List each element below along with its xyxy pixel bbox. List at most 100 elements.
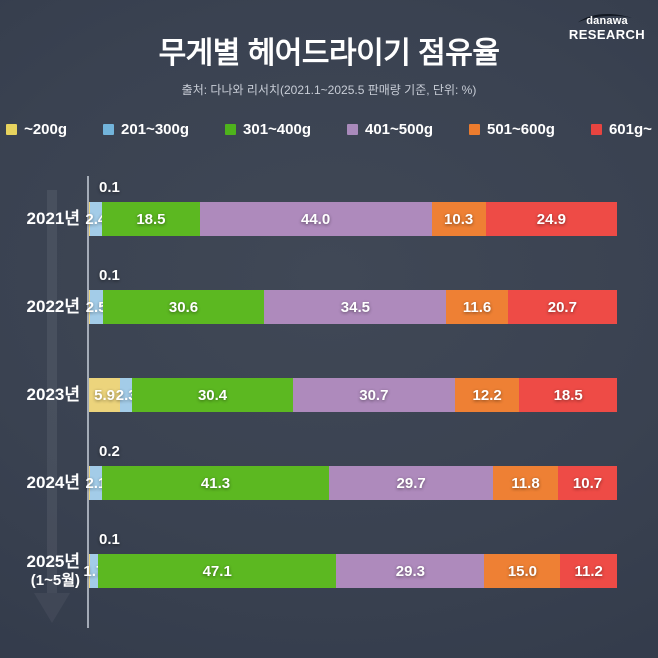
stacked-bar: 5.9 2.3 30.4 30.7 12.2 18.5 bbox=[89, 378, 618, 412]
category-year: 2023년 bbox=[26, 385, 80, 405]
segment-value-label: 30.4 bbox=[197, 386, 228, 404]
legend-item: 301~400g bbox=[225, 121, 311, 138]
category-label: 2022년 bbox=[0, 290, 80, 324]
y-axis-line bbox=[87, 176, 89, 628]
bar-segment: 2.1 bbox=[85, 466, 106, 500]
bar-segment: 5.9 bbox=[89, 378, 121, 412]
page-title: 무게별 헤어드라이기 점유율 bbox=[158, 37, 500, 70]
legend-item: 201~300g bbox=[103, 121, 189, 138]
category-period: (1~5월) bbox=[30, 572, 80, 590]
segment-value-label: 11.6 bbox=[462, 298, 492, 316]
segment-value-label: 29.7 bbox=[396, 474, 426, 492]
bar-segment: 2.4 bbox=[85, 202, 106, 236]
segment-value-label: 11.2 bbox=[574, 562, 603, 580]
category-label: 2021년 bbox=[0, 202, 80, 236]
bar-segment bbox=[89, 202, 90, 236]
legend-label: 301~400g bbox=[243, 121, 311, 138]
category-year: 2024년 bbox=[26, 473, 80, 493]
segment-value-label: 11.8 bbox=[511, 474, 540, 492]
bar-segment: 10.3 bbox=[431, 202, 486, 236]
bar-segment: 20.7 bbox=[507, 290, 617, 324]
bar-segment: 11.8 bbox=[493, 466, 559, 500]
bar-segment: 11.2 bbox=[560, 554, 617, 588]
segment-value-label: 10.7 bbox=[572, 474, 603, 492]
bar-segment: 11.6 bbox=[446, 290, 508, 324]
segment-value-label: 2.4 bbox=[85, 210, 107, 228]
bar-segment bbox=[89, 466, 91, 500]
tiny-value-label: 0.1 bbox=[99, 267, 120, 284]
chart-row: 2024년 0.2 2.1 41.3 29.7 11.8 10.7 bbox=[0, 442, 658, 530]
category-label: 2023년 bbox=[0, 378, 80, 412]
segment-value-label: 29.3 bbox=[395, 562, 425, 580]
segment-value-label: 5.9 bbox=[94, 386, 115, 404]
segment-value-label: 34.5 bbox=[340, 298, 370, 316]
logo-brand-text: danawa bbox=[586, 15, 628, 27]
chart-row: 2022년 0.1 2.5 30.6 34.5 11.6 20.7 bbox=[0, 266, 658, 354]
stacked-bar: 1.7 47.1 29.3 15.0 11.2 bbox=[83, 554, 617, 588]
bar-segment: 1.7 bbox=[83, 554, 104, 588]
legend-swatch bbox=[6, 124, 18, 135]
segment-value-label: 47.1 bbox=[202, 562, 232, 580]
logo-swoosh-icon bbox=[577, 13, 633, 23]
tiny-value-label: 0.1 bbox=[99, 531, 120, 548]
category-year: 2021년 bbox=[26, 209, 80, 229]
bar-segment: 12.2 bbox=[454, 378, 520, 412]
legend-label: 601g~ bbox=[608, 121, 652, 138]
bar-segment: 29.3 bbox=[336, 554, 485, 588]
legend-label: 401~500g bbox=[365, 121, 433, 138]
bar-segment bbox=[89, 290, 90, 324]
legend-item: 401~500g bbox=[347, 121, 433, 138]
legend-label: 501~600g bbox=[486, 121, 555, 138]
chart-row: 2021년 0.1 2.4 18.5 44.0 10.3 24.9 bbox=[0, 178, 658, 266]
bar-segment: 29.7 bbox=[329, 466, 493, 500]
logo-research-text: RESEARCH bbox=[568, 26, 646, 42]
legend-item: 601g~ bbox=[590, 121, 652, 138]
bar-segment: 2.3 bbox=[116, 378, 137, 412]
legend-label: 201~300g bbox=[121, 121, 190, 138]
segment-value-label: 30.7 bbox=[359, 386, 389, 404]
bar-segment: 2.5 bbox=[86, 290, 107, 324]
legend-item: 501~600g bbox=[468, 121, 555, 138]
legend: ~200g 201~300g 301~400g 401~500g 501~600g 601… bbox=[0, 121, 658, 138]
legend-swatch bbox=[103, 124, 115, 135]
source-note: 출처: 다나와 리서치(2021.1~2025.5 판매량 기준, 단위: %) bbox=[181, 83, 477, 97]
legend-swatch bbox=[590, 124, 602, 135]
bar-segment: 18.5 bbox=[102, 202, 200, 236]
category-label: 2024년 bbox=[0, 466, 80, 500]
segment-value-label: 24.9 bbox=[536, 210, 566, 228]
segment-value-label: 2.1 bbox=[85, 474, 107, 492]
segment-value-label: 18.5 bbox=[136, 210, 166, 228]
legend-swatch bbox=[225, 124, 237, 135]
bar-segment: 34.5 bbox=[264, 290, 447, 324]
arrow-shaft bbox=[47, 190, 57, 593]
bar-segment: 30.6 bbox=[102, 290, 265, 324]
danawa-research-logo: danawa RESEARCH bbox=[568, 10, 646, 41]
chart-rows: 2021년 0.1 2.4 18.5 44.0 10.3 24.9 2022년 0.1 2.5 30… bbox=[0, 178, 658, 618]
category-label: 2025년 (1~5월) bbox=[0, 552, 80, 590]
bar-segment: 30.7 bbox=[292, 378, 455, 412]
legend-item: ~200g bbox=[6, 121, 67, 138]
tiny-value-label: 0.2 bbox=[99, 443, 120, 460]
segment-value-label: 15.0 bbox=[507, 562, 538, 580]
segment-value-label: 2.5 bbox=[85, 298, 107, 316]
stacked-bar: 2.4 18.5 44.0 10.3 24.9 bbox=[85, 202, 617, 236]
legend-label: ~200g bbox=[24, 121, 68, 138]
chart-row: 2025년 (1~5월) 0.1 1.7 47.1 29.3 15.0 11.2 bbox=[0, 530, 658, 618]
chart-row: 2023년 5.9 2.3 30.4 30.7 12.2 18.5 bbox=[0, 354, 658, 442]
segment-value-label: 44.0 bbox=[300, 210, 331, 228]
bar-segment: 30.4 bbox=[132, 378, 293, 412]
legend-swatch bbox=[347, 124, 358, 135]
segment-value-label: 12.2 bbox=[472, 386, 502, 404]
legend-swatch bbox=[468, 124, 480, 135]
stacked-bar-chart: 2021년 0.1 2.4 18.5 44.0 10.3 24.9 2022년 0.1 2.5 30… bbox=[0, 176, 658, 640]
category-year: 2025년 bbox=[26, 552, 80, 571]
bar-segment bbox=[89, 554, 90, 588]
bar-segment: 24.9 bbox=[485, 202, 617, 236]
bar-segment: 15.0 bbox=[484, 554, 561, 588]
bar-segment: 47.1 bbox=[98, 554, 337, 588]
segment-value-label: 2.3 bbox=[115, 386, 137, 404]
segment-value-label: 20.7 bbox=[547, 298, 577, 316]
bar-segment: 18.5 bbox=[519, 378, 618, 412]
segment-value-label: 41.3 bbox=[200, 474, 231, 492]
